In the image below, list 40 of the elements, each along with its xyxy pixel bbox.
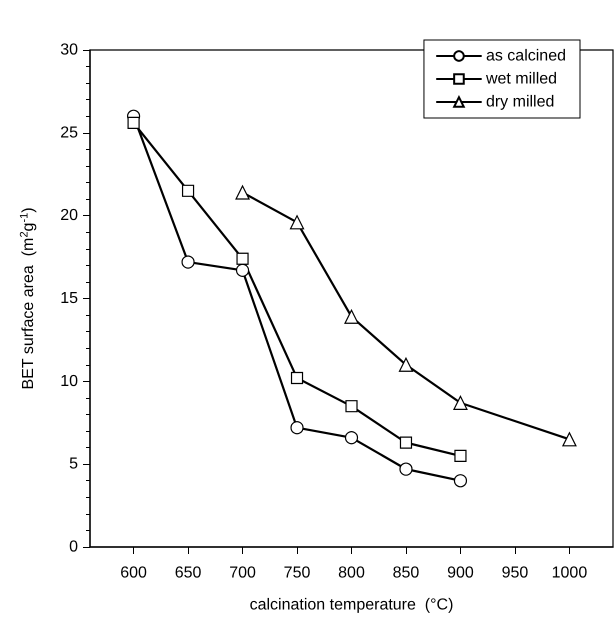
point — [290, 421, 304, 434]
point — [181, 255, 195, 269]
x-tick-label: 600 — [120, 564, 148, 582]
point — [344, 310, 359, 324]
x-tick-label: 800 — [338, 564, 365, 582]
point — [399, 462, 413, 476]
y-tick-label: 0 — [69, 538, 78, 556]
y-tick-label: 20 — [60, 207, 78, 224]
point — [236, 252, 249, 265]
x-tick-label: 700 — [229, 564, 256, 582]
point — [453, 396, 468, 410]
x-tick-label: 950 — [502, 564, 528, 582]
x-tick-label: 900 — [447, 564, 474, 582]
point — [454, 474, 468, 488]
y-tick-label: 15 — [60, 290, 78, 307]
point — [344, 431, 358, 444]
legend-label: as calcined — [486, 48, 566, 64]
point — [290, 372, 304, 384]
legend-label: dry milled — [486, 94, 554, 110]
point — [562, 432, 577, 446]
x-tick-label: 1000 — [552, 564, 588, 582]
point — [290, 215, 304, 230]
point — [236, 264, 250, 277]
point — [398, 358, 414, 372]
x-tick-label: 850 — [392, 564, 420, 582]
point — [235, 185, 250, 200]
legend-label: wet milled — [484, 70, 558, 88]
y-axis-title: BET surface area (m2g-1) — [18, 207, 37, 390]
y-tick-label: 5 — [69, 456, 78, 473]
y-tick-label: 10 — [60, 372, 78, 390]
point — [454, 450, 467, 462]
point — [345, 400, 358, 412]
point — [182, 184, 194, 197]
x-tick-label: 750 — [284, 564, 310, 582]
x-tick-label: 650 — [174, 564, 202, 582]
y-tick-label: 25 — [60, 124, 78, 142]
x-axis-title: calcination temperature (°C) — [250, 596, 454, 614]
y-tick-label: 30 — [60, 42, 78, 58]
point — [400, 436, 412, 449]
point — [127, 116, 140, 129]
